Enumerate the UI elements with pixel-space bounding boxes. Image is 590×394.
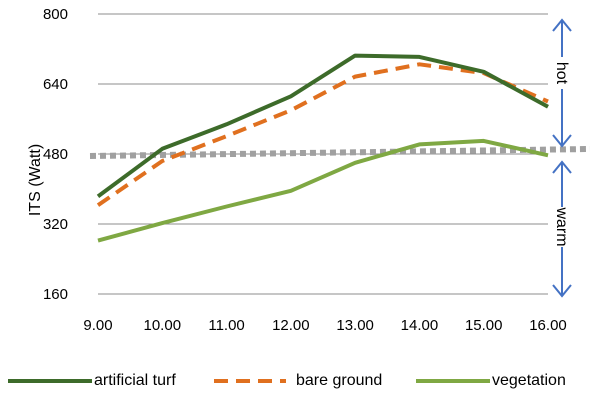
y-tick-label: 800 bbox=[43, 6, 68, 23]
y-tick-label: 480 bbox=[43, 146, 68, 163]
annotation-arrowhead-bottom bbox=[552, 284, 572, 298]
annotation-label-background bbox=[552, 207, 572, 247]
series-line-bare-ground bbox=[96, 62, 549, 207]
series-line-artificial-turf bbox=[96, 53, 549, 199]
x-tick-label: 15.00 bbox=[465, 317, 503, 334]
annotation-arrowhead-top bbox=[552, 160, 572, 174]
legend-item-artificial-turf: artificial turf bbox=[6, 370, 176, 392]
x-tick-label: 12.00 bbox=[272, 317, 310, 334]
y-tick-label: 640 bbox=[43, 76, 68, 93]
y-tick-label: 320 bbox=[43, 216, 68, 233]
legend-swatch-bare-ground bbox=[214, 379, 286, 383]
legend-swatch-artificial-turf bbox=[8, 379, 92, 383]
legend: artificial turf bare ground vegetation bbox=[0, 370, 590, 394]
y-axis-ticks: 160 320 480 640 800 bbox=[43, 6, 68, 303]
x-tick-label: 14.00 bbox=[401, 317, 439, 334]
x-tick-label: 13.00 bbox=[336, 317, 374, 334]
y-axis-title: ITS (Watt) bbox=[27, 144, 44, 216]
legend-swatch-vegetation bbox=[416, 379, 490, 383]
legend-label-vegetation: vegetation bbox=[492, 372, 566, 389]
annotation-label-background bbox=[552, 57, 572, 89]
range-annotations: hot warm bbox=[552, 18, 572, 298]
annotation-label: hot bbox=[553, 62, 570, 85]
x-axis-ticks: 9.00 10.00 11.00 12.00 13.00 14.00 15.00 16.00 bbox=[83, 317, 566, 334]
annotation-warm: warm bbox=[552, 160, 572, 298]
x-tick-label: 11.00 bbox=[208, 317, 244, 334]
annotation-arrowhead-top bbox=[552, 18, 572, 32]
series-lines bbox=[89, 53, 590, 243]
x-tick-label: 16.00 bbox=[529, 317, 567, 334]
legend-item-vegetation: vegetation bbox=[414, 370, 566, 392]
legend-label-bare-ground: bare ground bbox=[296, 372, 383, 389]
annotation-hot: hot bbox=[552, 18, 572, 148]
legend-item-bare-ground: bare ground bbox=[212, 370, 382, 392]
y-tick-label: 160 bbox=[43, 286, 68, 303]
x-tick-label: 9.00 bbox=[83, 317, 112, 334]
annotation-label: warm bbox=[553, 206, 570, 246]
threshold-line bbox=[89, 146, 590, 159]
legend-label-artificial-turf: artificial turf bbox=[94, 372, 176, 389]
series-line-vegetation bbox=[97, 138, 549, 243]
annotation-arrowhead-bottom bbox=[552, 134, 572, 148]
x-tick-label: 10.00 bbox=[144, 317, 182, 334]
